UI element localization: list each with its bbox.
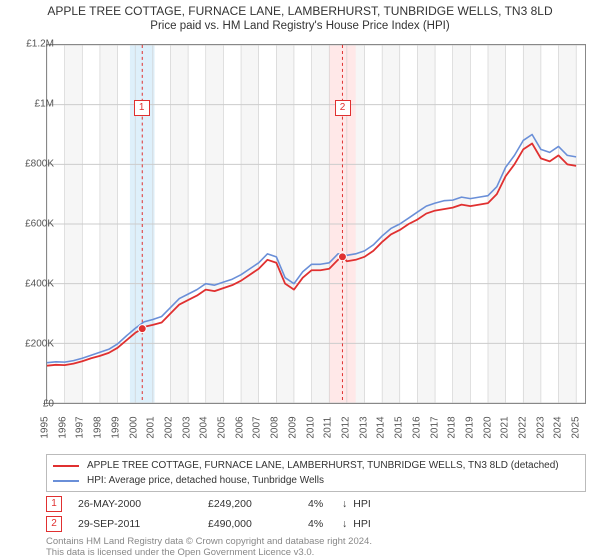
y-tick-label: £1.2M — [26, 39, 54, 50]
sale-delta-1: 4% — [308, 498, 342, 510]
y-tick-label: £0 — [43, 399, 54, 410]
x-tick-label: 2016 — [411, 416, 422, 438]
sale-row-1: 1 26-MAY-2000 £249,200 4% ↓ HPI — [46, 496, 371, 512]
x-tick-label: 1996 — [57, 416, 68, 438]
x-tick-label: 2017 — [429, 416, 440, 438]
sale-marker-flag: 1 — [134, 100, 150, 116]
x-tick-label: 2009 — [287, 416, 298, 438]
x-tick-label: 2008 — [270, 416, 281, 438]
legend-swatch — [53, 465, 79, 467]
plot-area — [46, 44, 586, 404]
legend-row: HPI: Average price, detached house, Tunb… — [53, 473, 579, 488]
x-tick-label: 1999 — [110, 416, 121, 438]
sale-delta-2: 4% — [308, 518, 342, 530]
x-tick-label: 2000 — [128, 416, 139, 438]
down-arrow-icon: ↓ — [342, 498, 347, 510]
x-tick-label: 2019 — [465, 416, 476, 438]
chart-subtitle: Price paid vs. HM Land Registry's House … — [0, 18, 600, 32]
y-tick-label: £600K — [25, 219, 54, 230]
legend-swatch — [53, 480, 79, 482]
x-tick-label: 2012 — [341, 416, 352, 438]
x-tick-label: 2014 — [376, 416, 387, 438]
x-tick-label: 2022 — [518, 416, 529, 438]
x-tick-label: 1995 — [40, 416, 51, 438]
legend-row: APPLE TREE COTTAGE, FURNACE LANE, LAMBER… — [53, 458, 579, 473]
sale-price-2: £490,000 — [208, 518, 308, 530]
sale-flag-1: 1 — [46, 496, 62, 512]
x-tick-label: 2023 — [535, 416, 546, 438]
legend: APPLE TREE COTTAGE, FURNACE LANE, LAMBER… — [46, 454, 586, 492]
chart-container: { "title": "APPLE TREE COTTAGE, FURNACE … — [0, 0, 600, 560]
x-tick-label: 1998 — [93, 416, 104, 438]
x-tick-label: 2005 — [217, 416, 228, 438]
x-tick-label: 2025 — [571, 416, 582, 438]
sale-suffix-1: HPI — [353, 498, 371, 510]
y-tick-label: £800K — [25, 159, 54, 170]
y-tick-label: £200K — [25, 339, 54, 350]
sale-suffix-2: HPI — [353, 518, 371, 530]
sale-row-2: 2 29-SEP-2011 £490,000 4% ↓ HPI — [46, 516, 371, 532]
y-tick-label: £1M — [35, 99, 54, 110]
footer-line-2: This data is licensed under the Open Gov… — [46, 547, 372, 558]
y-tick-label: £400K — [25, 279, 54, 290]
x-tick-label: 2018 — [447, 416, 458, 438]
x-tick-label: 2021 — [500, 416, 511, 438]
x-tick-label: 2013 — [358, 416, 369, 438]
x-tick-label: 2007 — [252, 416, 263, 438]
legend-label: APPLE TREE COTTAGE, FURNACE LANE, LAMBER… — [87, 460, 559, 471]
x-tick-label: 2011 — [323, 417, 334, 439]
footer-attribution: Contains HM Land Registry data © Crown c… — [46, 536, 372, 559]
x-tick-label: 2004 — [199, 416, 210, 438]
x-tick-label: 2001 — [146, 416, 157, 438]
sale-flag-2: 2 — [46, 516, 62, 532]
down-arrow-icon: ↓ — [342, 518, 347, 530]
x-tick-label: 2002 — [164, 416, 175, 438]
legend-label: HPI: Average price, detached house, Tunb… — [87, 475, 324, 486]
x-tick-label: 2006 — [234, 416, 245, 438]
x-tick-label: 2010 — [305, 416, 316, 438]
x-tick-label: 1997 — [75, 416, 86, 438]
x-tick-label: 2020 — [482, 416, 493, 438]
sale-price-1: £249,200 — [208, 498, 308, 510]
sale-date-2: 29-SEP-2011 — [78, 518, 208, 530]
x-tick-label: 2024 — [553, 416, 564, 438]
plot-svg — [47, 45, 585, 403]
x-tick-label: 2003 — [181, 416, 192, 438]
sale-marker-flag: 2 — [335, 100, 351, 116]
x-tick-label: 2015 — [394, 416, 405, 438]
chart-title: APPLE TREE COTTAGE, FURNACE LANE, LAMBER… — [0, 0, 600, 18]
sale-date-1: 26-MAY-2000 — [78, 498, 208, 510]
footer-line-1: Contains HM Land Registry data © Crown c… — [46, 536, 372, 547]
